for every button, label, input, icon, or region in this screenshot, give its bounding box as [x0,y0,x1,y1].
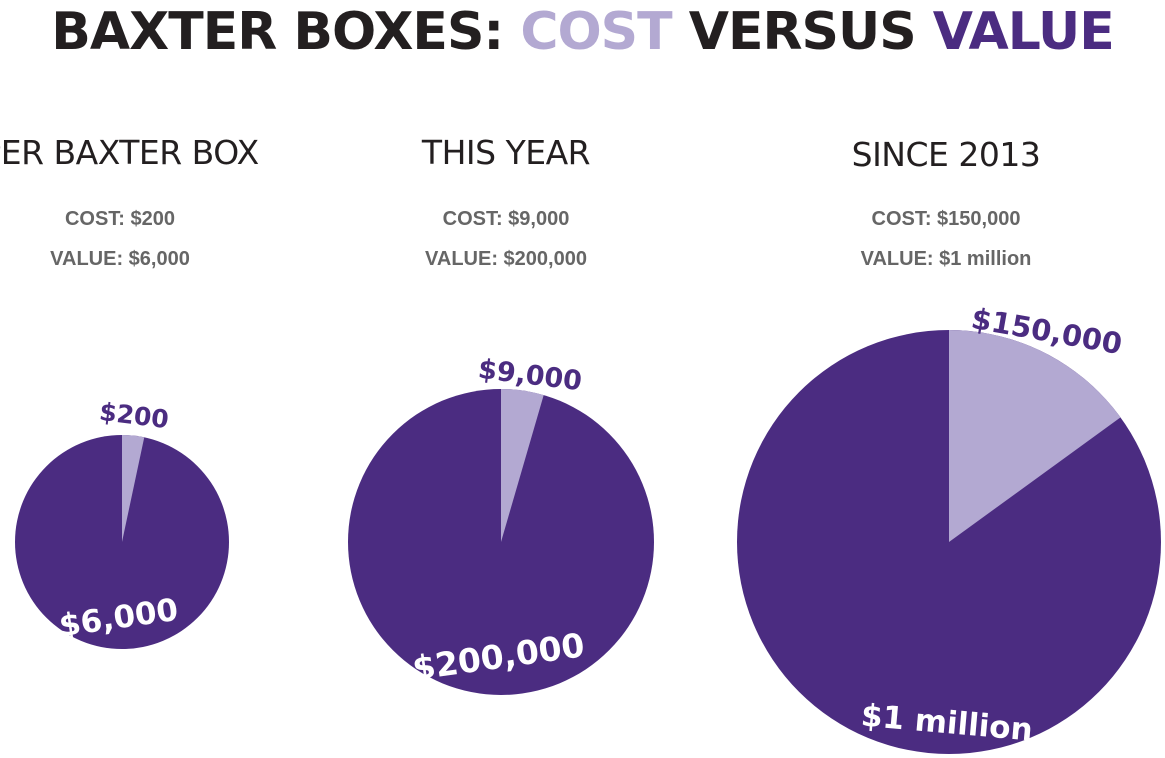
panel-3-cost-stat: COST: $150,000 [871,208,1021,230]
panel-3-value-stat: VALUE: $1 million [860,248,1032,270]
pie-chart-1: $200$6,000 [15,397,229,649]
panel-1-heading: PER BAXTER BOX [0,133,259,172]
title-value-word: VALUE [932,2,1115,62]
panel-1-value-stat: VALUE: $6,000 [50,248,190,270]
title-middle: VERSUS [671,2,933,62]
title-cost-word: COST [520,2,672,62]
pie-chart-2: $9,000$200,000 [348,354,654,695]
cost-slice-label: $200 [98,397,171,434]
panel-2-cost-stat: COST: $9,000 [442,208,570,230]
cost-slice [501,389,544,542]
cost-slice [949,330,1121,542]
chart-title: BAXTER BOXES: COST VERSUS VALUE [0,2,1165,62]
cost-slice [122,435,145,542]
panel-2-value-stat: VALUE: $200,000 [425,248,587,270]
title-prefix: BAXTER BOXES: [51,2,521,62]
panel-3-heading: SINCE 2013 [851,135,1041,174]
panel-1-cost-stat: COST: $200 [64,208,176,230]
pie-chart-3: $150,000$1 million [737,301,1161,754]
panel-2-heading: THIS YEAR [421,133,591,172]
